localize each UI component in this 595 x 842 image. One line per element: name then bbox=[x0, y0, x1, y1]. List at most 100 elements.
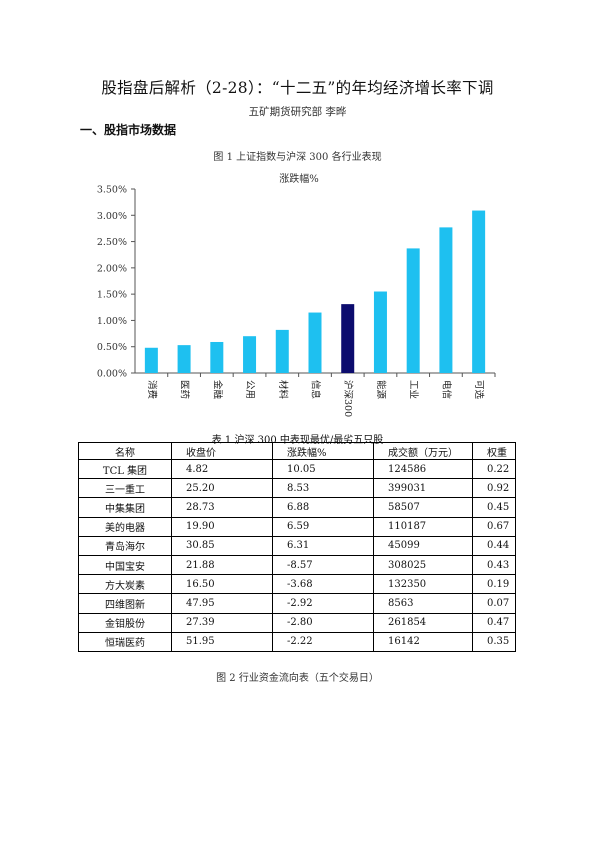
cell-weight: 0.67 bbox=[472, 516, 516, 537]
cell-close: 51.95 bbox=[171, 631, 273, 652]
cell-name: 美的电器 bbox=[78, 516, 172, 537]
cell-close: 21.88 bbox=[171, 554, 273, 576]
cell-weight: 0.19 bbox=[472, 574, 516, 595]
cell-change: 6.31 bbox=[272, 535, 374, 556]
cell-turnover: 261854 bbox=[373, 612, 473, 633]
cell-change: 8.53 bbox=[272, 478, 374, 499]
bar-chart: 涨跌幅% 0.00% 0.50% 1.00% 1.50% 2.00% 2.50% 3.00%… bbox=[97, 172, 496, 417]
table-header-row: 名称 收盘价 涨跌幅% 成交额（万元） 权重 bbox=[78, 442, 516, 460]
x-tick-label: 电信 bbox=[440, 380, 452, 399]
x-tick-label: 公用 bbox=[244, 380, 255, 399]
page-title: 股指盘后解析（2-28）：“十二五”的年均经济增长率下调 bbox=[101, 79, 494, 97]
y-tick-label: 1.00% bbox=[97, 316, 127, 327]
cell-weight: 0.07 bbox=[472, 593, 516, 614]
bar bbox=[210, 341, 224, 373]
x-tick-label: 材料 bbox=[277, 380, 289, 400]
y-tick-label: 0.00% bbox=[97, 369, 127, 380]
cell-change: 6.88 bbox=[272, 497, 374, 518]
y-tick-label: 3.00% bbox=[97, 211, 127, 222]
cell-weight: 0.47 bbox=[472, 612, 516, 633]
cell-change: -2.22 bbox=[272, 631, 374, 652]
cell-turnover: 110187 bbox=[373, 516, 473, 537]
col-header-change: 涨跌幅% bbox=[272, 442, 374, 460]
x-tick-label: 工业 bbox=[408, 380, 419, 399]
x-tick-label: 医药 bbox=[179, 380, 190, 399]
table-row: 金钼股份 27.39 -2.80 261854 0.47 bbox=[78, 612, 516, 633]
col-header-name: 名称 bbox=[78, 442, 172, 460]
chart-title: 涨跌幅% bbox=[279, 172, 319, 185]
bar bbox=[341, 304, 355, 373]
cell-change: -8.57 bbox=[272, 554, 374, 576]
cell-close: 16.50 bbox=[171, 574, 273, 595]
table-row: 恒瑞医药 51.95 -2.22 16142 0.35 bbox=[78, 631, 516, 652]
bar bbox=[177, 345, 191, 373]
cell-turnover: 308025 bbox=[373, 554, 473, 576]
x-tick-label: 金融 bbox=[211, 380, 223, 400]
cell-close: 47.95 bbox=[171, 593, 273, 614]
cell-close: 30.85 bbox=[171, 535, 273, 556]
bar bbox=[243, 336, 257, 373]
cell-name: 中集集团 bbox=[78, 497, 172, 518]
cell-change: -3.68 bbox=[272, 574, 374, 595]
cell-close: 19.90 bbox=[171, 516, 273, 537]
bar bbox=[373, 291, 387, 373]
cell-name: TCL 集团 bbox=[78, 458, 172, 480]
x-tick-label: 能源 bbox=[375, 380, 387, 400]
table-row: 三一重工 25.20 8.53 399031 0.92 bbox=[78, 478, 516, 499]
bar bbox=[275, 329, 289, 373]
x-tick-label: 沪深300 bbox=[342, 380, 354, 417]
cell-turnover: 8563 bbox=[373, 593, 473, 614]
cell-name: 方大炭素 bbox=[78, 574, 172, 595]
bar bbox=[144, 347, 158, 373]
cell-turnover: 45099 bbox=[373, 535, 473, 556]
cell-change: 10.05 bbox=[272, 458, 374, 480]
cell-weight: 0.43 bbox=[472, 554, 516, 576]
table-row: TCL 集团 4.82 10.05 124586 0.22 bbox=[78, 458, 516, 480]
table-row: 方大炭素 16.50 -3.68 132350 0.19 bbox=[78, 574, 516, 595]
y-tick-label: 2.00% bbox=[97, 263, 127, 274]
figure2-caption: 图 2 行业资金流向表（五个交易日） bbox=[216, 673, 379, 684]
col-header-turnover: 成交额（万元） bbox=[373, 442, 473, 460]
section-heading: 一、股指市场数据 bbox=[80, 123, 177, 137]
col-header-weight: 权重 bbox=[472, 442, 516, 460]
cell-turnover: 132350 bbox=[373, 574, 473, 595]
x-tick-label: 可选 bbox=[473, 380, 485, 400]
bar bbox=[439, 227, 453, 373]
cell-name: 金钼股份 bbox=[78, 612, 172, 633]
cell-name: 三一重工 bbox=[78, 478, 172, 499]
cell-change: -2.92 bbox=[272, 593, 374, 614]
cell-close: 25.20 bbox=[171, 478, 273, 499]
cell-turnover: 58507 bbox=[373, 497, 473, 518]
cell-weight: 0.22 bbox=[472, 458, 516, 480]
cell-change: 6.59 bbox=[272, 516, 374, 537]
cell-name: 青岛海尔 bbox=[78, 535, 172, 556]
x-tick-label: 消费 bbox=[146, 380, 158, 399]
bar bbox=[472, 210, 486, 373]
bar bbox=[308, 312, 322, 373]
cell-weight: 0.45 bbox=[472, 497, 516, 518]
cell-turnover: 16142 bbox=[373, 631, 473, 652]
cell-close: 4.82 bbox=[171, 458, 273, 480]
col-header-close: 收盘价 bbox=[171, 442, 273, 460]
bar bbox=[406, 248, 420, 373]
table-row: 青岛海尔 30.85 6.31 45099 0.44 bbox=[78, 535, 516, 556]
x-tick-label: 信息 bbox=[310, 380, 322, 399]
cell-turnover: 399031 bbox=[373, 478, 473, 499]
table-row: 中集集团 28.73 6.88 58507 0.45 bbox=[78, 497, 516, 518]
cell-close: 28.73 bbox=[171, 497, 273, 518]
cell-weight: 0.44 bbox=[472, 535, 516, 556]
cell-weight: 0.92 bbox=[472, 478, 516, 499]
table-row: 美的电器 19.90 6.59 110187 0.67 bbox=[78, 516, 516, 537]
cell-close: 27.39 bbox=[171, 612, 273, 633]
cell-name: 四维图新 bbox=[78, 593, 172, 614]
figure1-caption: 图 1 上证指数与沪深 300 各行业表现 bbox=[213, 152, 382, 163]
cell-name: 恒瑞医药 bbox=[78, 631, 172, 652]
y-tick-label: 3.50% bbox=[97, 185, 127, 196]
cell-weight: 0.35 bbox=[472, 631, 516, 652]
cell-name: 中国宝安 bbox=[78, 554, 172, 576]
author-line: 五矿期货研究部 李晔 bbox=[248, 106, 347, 118]
y-tick-label: 1.50% bbox=[97, 290, 127, 301]
cell-change: -2.80 bbox=[272, 612, 374, 633]
table1-caption: 表 1 沪深 300 中表现最优/最劣五只股 bbox=[211, 435, 384, 446]
y-tick-label: 2.50% bbox=[97, 237, 127, 248]
